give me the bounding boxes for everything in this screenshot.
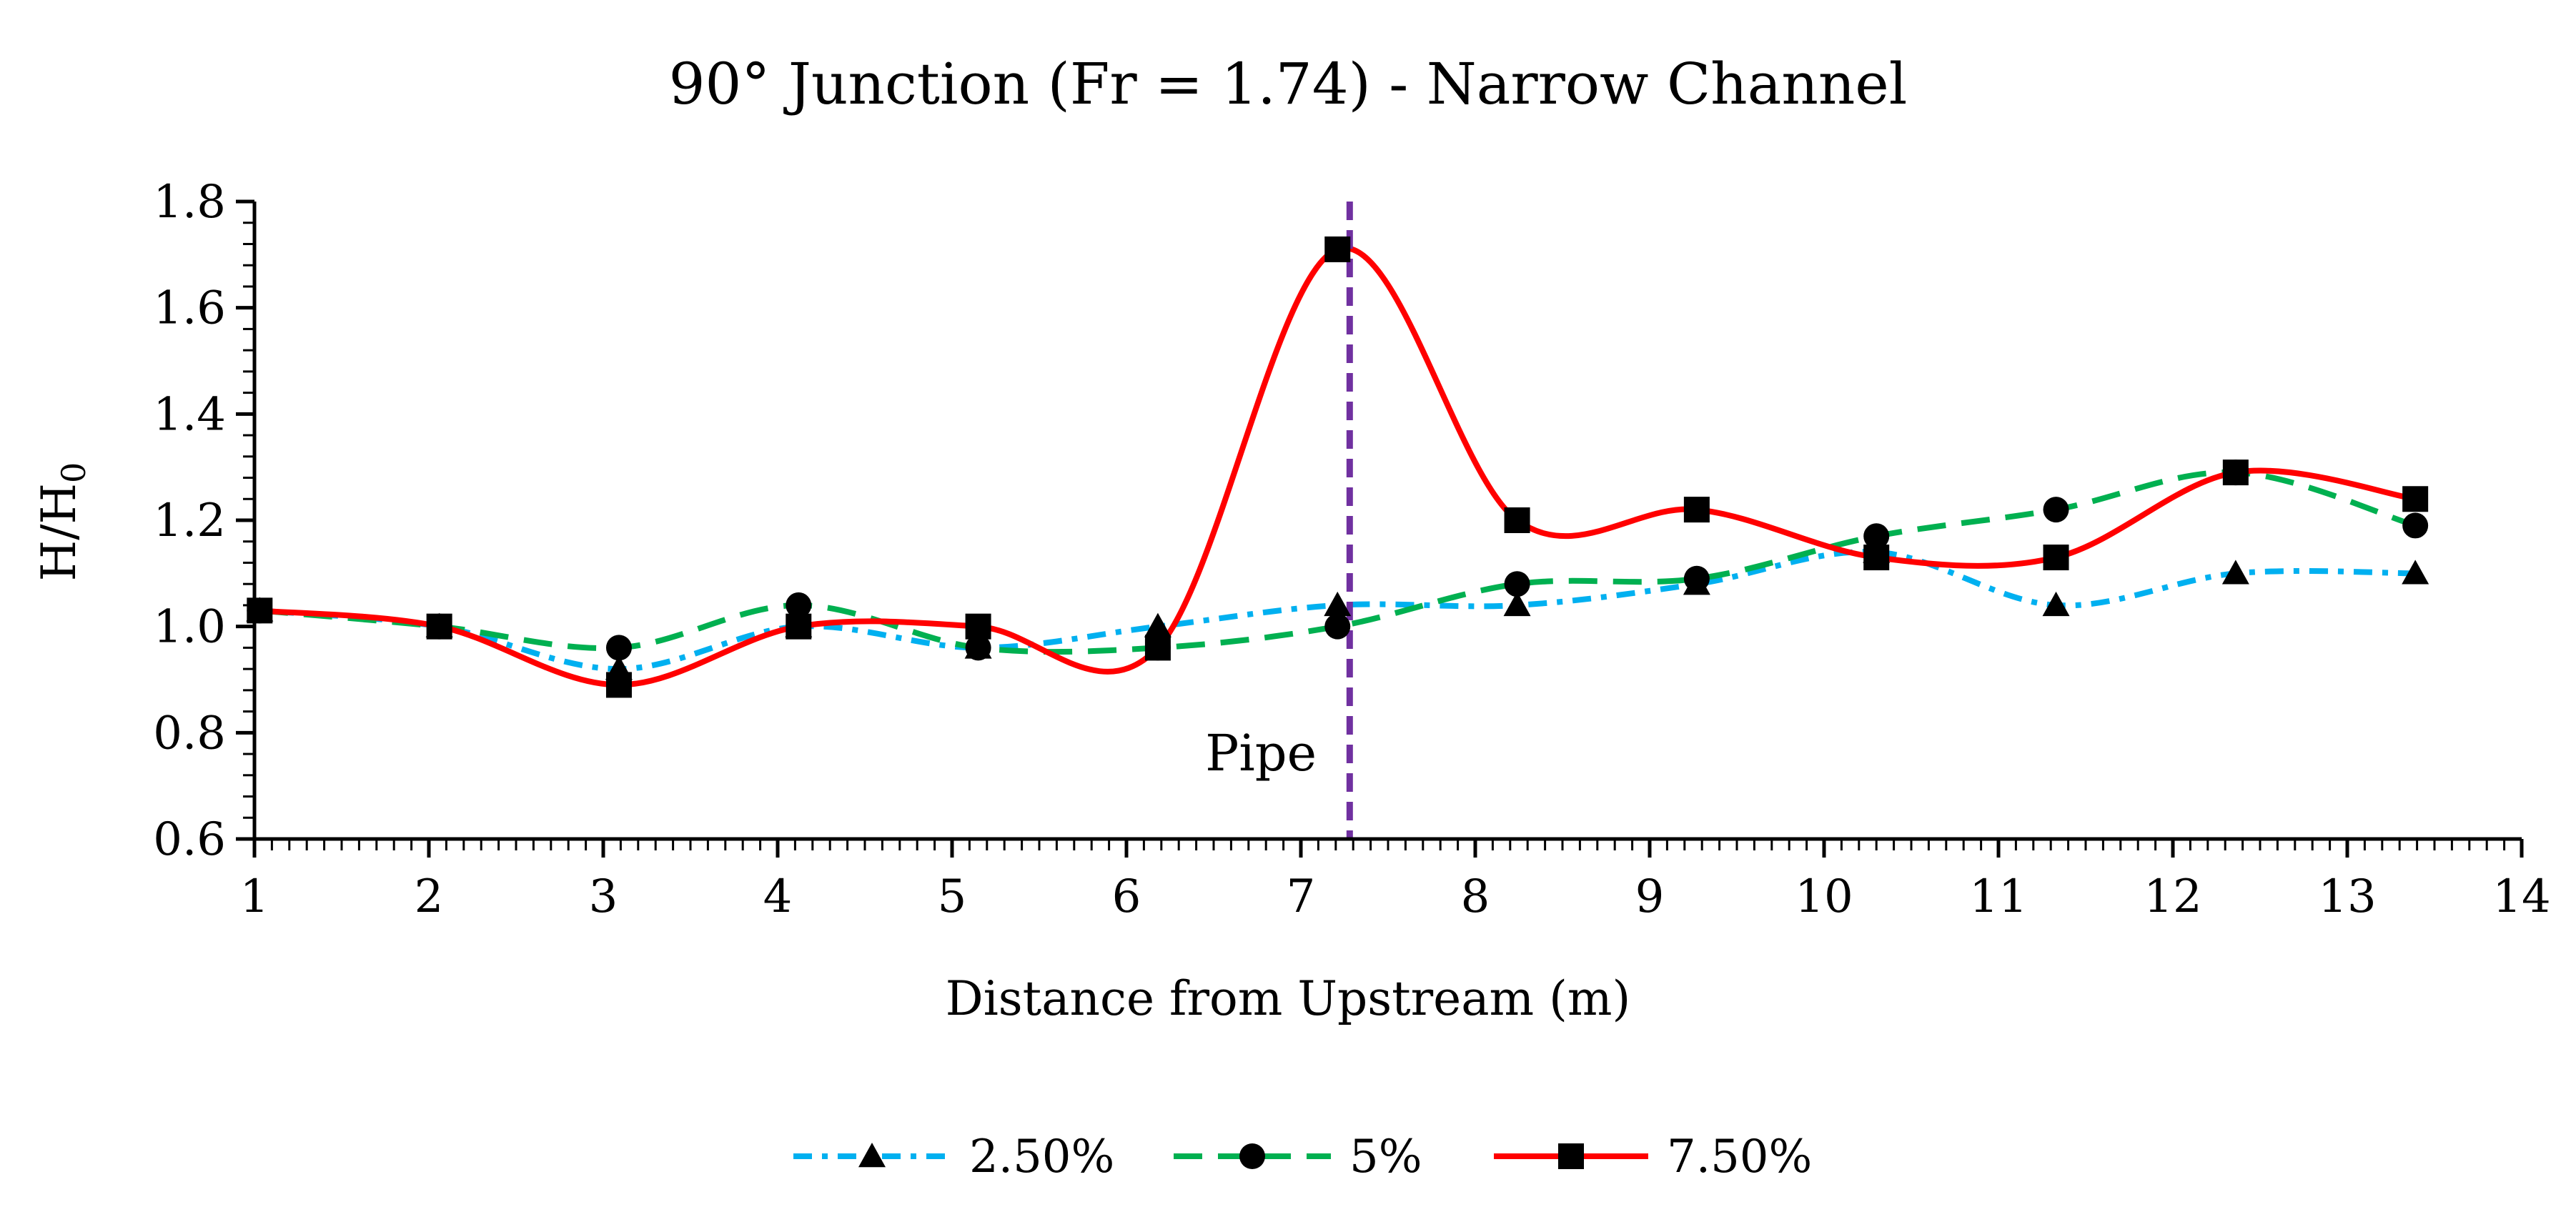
x-tick-label: 7 — [1287, 870, 1316, 923]
data-point-circle — [1683, 565, 1710, 592]
x-tick-label: 1 — [240, 870, 269, 923]
legend-marker-triangle — [858, 1143, 886, 1168]
y-tick-label: 1.6 — [153, 282, 226, 335]
x-tick-label: 11 — [1969, 870, 2027, 923]
data-point-circle — [965, 635, 991, 661]
data-point-circle — [1863, 523, 1890, 550]
pipe-label: Pipe — [1205, 724, 1317, 783]
data-point-square — [247, 597, 273, 624]
data-point-square — [2222, 460, 2249, 486]
y-axis-title-main: H/H — [31, 483, 86, 581]
x-tick-label: 4 — [763, 870, 793, 923]
data-point-circle — [2043, 497, 2069, 523]
svg-text:H/H0: H/H0 — [31, 462, 93, 582]
data-point-square — [1863, 545, 1890, 571]
data-point-circle — [1504, 571, 1530, 597]
x-tick-label: 8 — [1461, 870, 1490, 923]
data-point-circle — [605, 635, 632, 661]
legend-item-square: 7.50% — [1494, 1131, 1812, 1183]
data-point-square — [426, 613, 452, 640]
data-point-square — [2402, 486, 2429, 512]
data-point-square — [786, 613, 812, 640]
legend: 2.50% 5% 7.50% — [793, 1131, 1812, 1183]
x-tick-label: 10 — [1795, 870, 1853, 923]
y-axis-title-subscript: 0 — [54, 462, 93, 483]
legend-item-triangle: 2.50% — [793, 1131, 1114, 1183]
x-tick-label: 13 — [2318, 870, 2376, 923]
data-point-square — [2043, 545, 2069, 571]
legend-label-triangle: 2.50% — [969, 1131, 1114, 1183]
y-tick-label: 1.2 — [153, 495, 226, 547]
y-tick-label: 1.8 — [153, 176, 226, 229]
x-tick-label: 9 — [1635, 870, 1665, 923]
data-point-triangle — [2042, 591, 2070, 617]
y-tick-label: 0.6 — [153, 813, 226, 866]
legend-item-circle: 5% — [1174, 1131, 1422, 1183]
x-tick-label: 14 — [2492, 870, 2550, 923]
data-point-triangle — [2221, 560, 2249, 585]
y-tick-label: 1.0 — [153, 601, 226, 654]
data-point-square — [1144, 635, 1171, 661]
series-layer — [246, 202, 2429, 839]
data-point-circle — [2402, 512, 2429, 539]
data-point-square — [1683, 497, 1710, 523]
x-tick-label: 3 — [589, 870, 618, 923]
legend-marker-square — [1558, 1143, 1584, 1169]
chart-title: 90° Junction (Fr = 1.74) - Narrow Channe… — [669, 51, 1908, 117]
y-tick-label: 0.8 — [153, 707, 226, 760]
x-tick-label: 2 — [415, 870, 444, 923]
legend-label-square: 7.50% — [1667, 1131, 1812, 1183]
data-point-circle — [1324, 613, 1351, 640]
x-axis-title: Distance from Upstream (m) — [946, 971, 1630, 1026]
x-tick-label: 5 — [938, 870, 967, 923]
data-point-square — [1504, 507, 1530, 533]
data-point-square — [965, 613, 991, 640]
y-axis-title: H/H0 — [31, 462, 93, 582]
x-tick-label: 12 — [2144, 870, 2201, 923]
data-point-square — [1324, 236, 1351, 262]
data-point-triangle — [1324, 591, 1352, 617]
legend-marker-circle — [1239, 1143, 1265, 1169]
data-point-triangle — [1144, 612, 1171, 637]
data-point-circle — [786, 592, 812, 618]
axes: 1 2 3 4 5 6 7 8 9 10 11 12 13 140.60.81.01.21.41.61.8 — [153, 176, 2551, 923]
data-point-triangle — [2402, 560, 2429, 585]
legend-label-circle: 5% — [1349, 1131, 1422, 1183]
data-point-triangle — [1503, 591, 1531, 617]
data-point-square — [605, 672, 632, 698]
x-tick-label: 6 — [1112, 870, 1141, 923]
y-tick-label: 1.4 — [153, 388, 226, 441]
